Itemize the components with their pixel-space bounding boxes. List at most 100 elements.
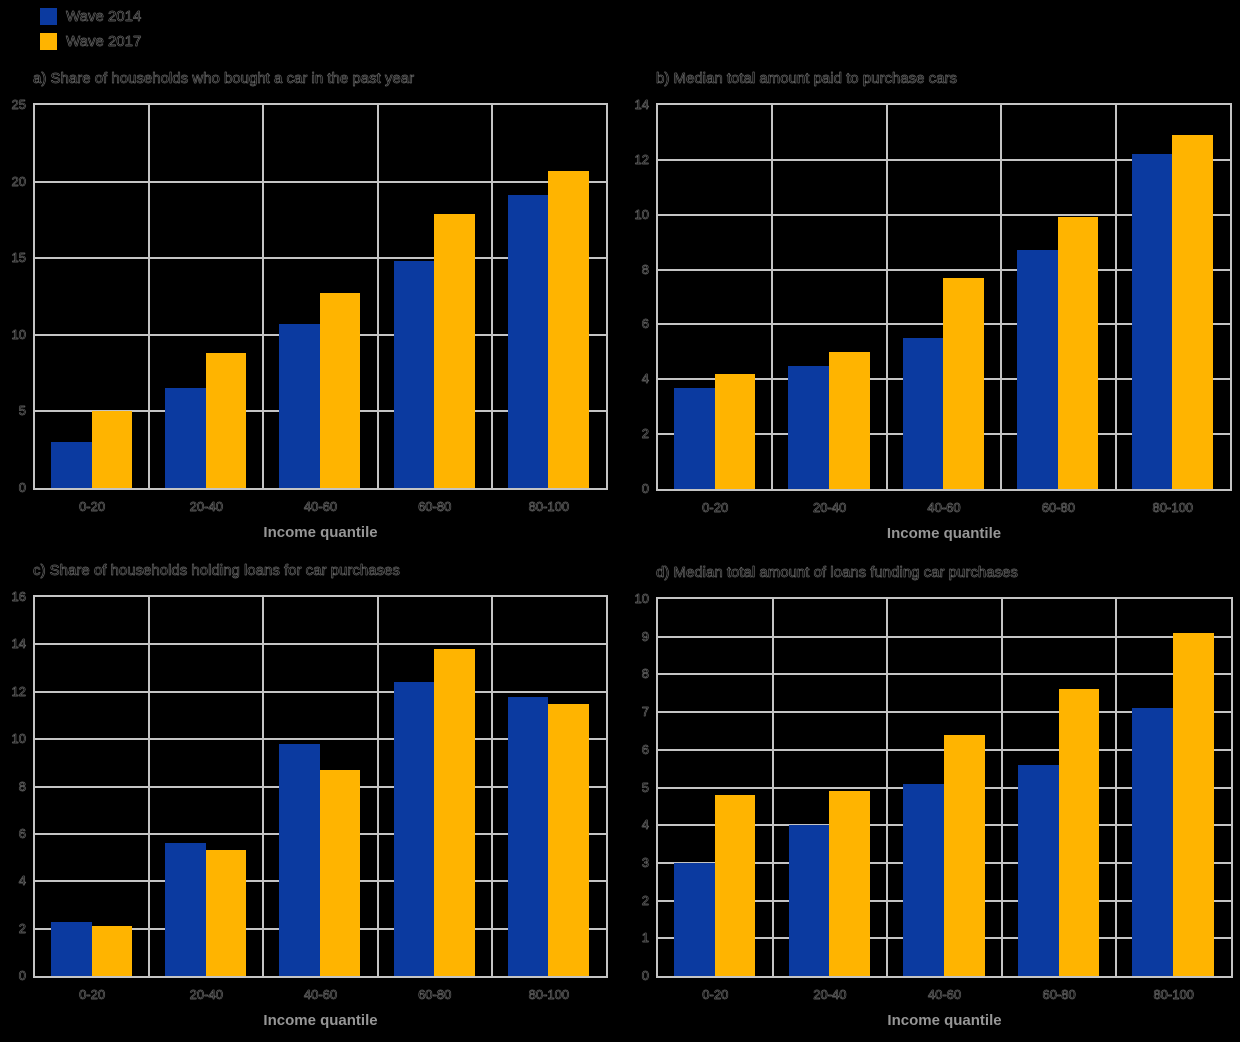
plot-area-b	[656, 103, 1232, 491]
bar-d-80-100-wave-2014	[1132, 708, 1174, 976]
y-tick-label: 5	[641, 779, 650, 795]
gridline-horizontal	[658, 268, 1230, 271]
y-tick-label: 4	[641, 371, 650, 387]
gridline-vertical	[771, 105, 774, 489]
bar-c-80-100-wave-2014	[507, 696, 549, 976]
y-tick-label: 8	[641, 261, 650, 277]
gridline-vertical	[490, 105, 493, 488]
bar-c-40-60-wave-2017	[319, 769, 361, 976]
y-tick-label: 0	[641, 968, 650, 983]
gridline-vertical	[490, 597, 493, 976]
bar-b-60-80-wave-2017	[1057, 217, 1099, 489]
x-tick-label: 0-20	[702, 500, 729, 515]
y-tick-label: 12	[11, 683, 26, 699]
gridline-horizontal	[35, 643, 606, 646]
gridline-vertical	[1114, 105, 1117, 489]
bar-b-0-20-wave-2014	[674, 387, 715, 489]
chart-title-d: d) Median total amount of loans funding …	[656, 564, 1018, 581]
gridline-vertical	[376, 597, 379, 976]
chart-title-b: b) Median total amount paid to purchase …	[656, 70, 958, 87]
bar-b-20-40-wave-2017	[829, 351, 870, 489]
bar-c-60-80-wave-2014	[393, 682, 435, 976]
bar-c-0-20-wave-2017	[91, 926, 133, 976]
chart-title-c: c) Share of households holding loans for…	[33, 562, 400, 579]
y-tick-label: 9	[641, 628, 650, 644]
gridline-vertical	[376, 105, 379, 488]
legend: Wave 2014 Wave 2017	[40, 8, 142, 58]
x-axis-title-b: Income quantile	[886, 525, 1002, 542]
bar-d-80-100-wave-2017	[1173, 632, 1214, 976]
y-tick-label: 5	[18, 403, 27, 419]
y-tick-label: 10	[11, 731, 26, 747]
bar-d-20-40-wave-2014	[788, 825, 830, 976]
gridline-horizontal	[658, 158, 1230, 161]
y-tick-label: 2	[641, 426, 650, 442]
x-tick-label: 0-20	[79, 987, 106, 1002]
y-tick-label: 4	[641, 817, 650, 833]
bar-b-40-60-wave-2017	[943, 277, 985, 489]
bar-a-60-80-wave-2014	[393, 261, 435, 488]
x-tick-label: 20-40	[813, 987, 847, 1002]
y-tick-label: 14	[11, 636, 26, 652]
bar-d-60-80-wave-2014	[1017, 764, 1059, 976]
x-tick-label: 40-60	[927, 987, 962, 1002]
y-tick-label: 10	[11, 326, 26, 342]
x-tick-label: 60-80	[418, 499, 452, 514]
x-tick-label: 60-80	[1042, 987, 1076, 1002]
y-tick-label: 2	[641, 892, 650, 908]
bar-c-20-40-wave-2014	[165, 843, 206, 976]
y-tick-label: 0	[18, 480, 27, 495]
bar-a-20-40-wave-2014	[165, 388, 206, 488]
x-tick-label: 20-40	[812, 500, 847, 515]
gridline-horizontal	[35, 690, 606, 693]
gridline-vertical	[148, 105, 151, 488]
bar-c-60-80-wave-2017	[434, 649, 475, 976]
bar-b-60-80-wave-2014	[1017, 250, 1058, 489]
gridline-vertical	[1115, 599, 1118, 976]
bar-b-0-20-wave-2017	[714, 373, 756, 489]
legend-item-wave-2014: Wave 2014	[40, 8, 142, 25]
bar-a-20-40-wave-2017	[205, 353, 247, 488]
bar-b-80-100-wave-2017	[1172, 135, 1213, 489]
plot-area-d	[656, 597, 1233, 978]
gridline-vertical	[1000, 599, 1003, 976]
x-axis-title-d: Income quantile	[887, 1012, 1002, 1029]
bar-d-0-20-wave-2017	[714, 795, 756, 976]
y-tick-label: 8	[18, 778, 27, 794]
y-tick-label: 6	[641, 316, 650, 332]
y-tick-label: 2	[18, 920, 27, 936]
legend-swatch-wave-2017-icon	[40, 33, 57, 50]
x-tick-label: 20-40	[189, 987, 223, 1002]
bar-a-40-60-wave-2017	[319, 293, 361, 488]
x-tick-label: 80-100	[1153, 987, 1194, 1002]
bar-d-40-60-wave-2014	[903, 783, 944, 976]
plot-area-a	[33, 103, 608, 490]
gridline-vertical	[262, 597, 265, 976]
y-tick-label: 4	[18, 873, 27, 889]
bar-b-20-40-wave-2014	[788, 365, 830, 489]
gridline-horizontal	[658, 711, 1231, 714]
bar-d-60-80-wave-2017	[1058, 689, 1100, 976]
x-axis-title-a: Income quantile	[263, 524, 378, 541]
gridline-horizontal	[658, 635, 1231, 638]
gridline-vertical	[885, 105, 888, 489]
gridline-vertical	[771, 599, 774, 976]
x-axis-title-c: Income quantile	[263, 1012, 378, 1029]
gridline-vertical	[148, 597, 151, 976]
plot-area-c	[33, 595, 608, 978]
y-tick-label: 12	[634, 151, 649, 167]
y-tick-label: 6	[18, 825, 27, 841]
bar-a-0-20-wave-2017	[91, 411, 133, 488]
bar-b-80-100-wave-2014	[1131, 154, 1173, 489]
y-tick-label: 20	[11, 173, 26, 189]
bar-b-40-60-wave-2014	[902, 338, 944, 489]
gridline-vertical	[886, 599, 889, 976]
bar-c-0-20-wave-2014	[50, 921, 92, 976]
bar-a-80-100-wave-2014	[507, 195, 549, 488]
bar-a-60-80-wave-2017	[434, 213, 475, 488]
y-tick-label: 0	[641, 481, 650, 496]
x-tick-label: 20-40	[189, 499, 223, 514]
bar-a-80-100-wave-2017	[548, 170, 589, 488]
